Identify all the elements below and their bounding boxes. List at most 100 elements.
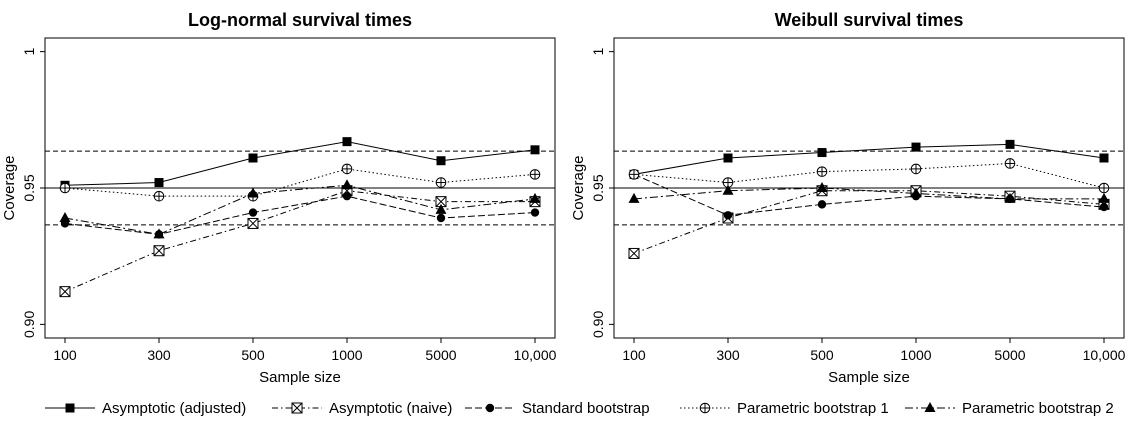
data-point [247, 187, 259, 198]
data-point [722, 177, 734, 188]
x-tick-label: 1000 [331, 347, 362, 363]
marker-square-cross-b [628, 248, 640, 259]
marker-filled-circle [817, 200, 827, 209]
marker-filled-circle [1099, 202, 1109, 212]
marker-filled-circle [248, 208, 258, 217]
series-line [633, 143, 1105, 175]
legend-marker [291, 402, 303, 414]
data-point [248, 153, 258, 163]
legend-label: Parametric bootstrap 2 [962, 400, 1114, 417]
data-point [1099, 153, 1109, 163]
data-point [1004, 192, 1016, 203]
legend-label: Asymptotic (naive) [329, 400, 452, 417]
data-point [910, 163, 922, 175]
series-1 [629, 139, 1109, 179]
data-point [341, 163, 353, 175]
x-axis-label: Sample size [828, 369, 910, 386]
data-point [435, 177, 447, 188]
marker-filled-square [911, 142, 921, 152]
chart-title: Weibull survival times [775, 10, 964, 30]
y-axis-label: Coverage [1, 155, 18, 220]
marker-filled-circle [436, 213, 446, 223]
series-4 [628, 158, 1110, 194]
marker-square-cross-b [59, 286, 71, 297]
series-1 [60, 137, 540, 190]
data-point [59, 182, 71, 194]
marker-filled-square [154, 178, 164, 188]
data-point [435, 196, 447, 208]
data-point [435, 203, 447, 214]
marker-filled-square [1099, 153, 1109, 163]
marker-filled-circle [342, 191, 352, 201]
data-point [247, 217, 259, 229]
series-line [64, 184, 536, 235]
data-point [248, 208, 258, 217]
data-point [911, 142, 921, 152]
data-point [816, 166, 828, 177]
marker-filled-triangle [1098, 192, 1110, 203]
data-point [816, 182, 828, 192]
marker-filled-triangle [910, 187, 922, 198]
legend-entry-5: Parametric bootstrap 2 [905, 400, 1114, 417]
y-tick-label: 0.90 [21, 311, 37, 338]
series-5 [628, 182, 1110, 203]
legend-marker [699, 402, 711, 414]
marker-filled-triangle [924, 402, 936, 412]
chart-panel-1: Log-normal survival times 0.90 0.95 1 100 300… [1, 10, 557, 386]
series-line [64, 141, 536, 186]
series-line [633, 173, 1105, 216]
series-3 [60, 191, 540, 239]
legend-label: Parametric bootstrap 1 [737, 400, 889, 417]
x-tick-label: 5000 [425, 347, 456, 363]
data-point [1098, 192, 1110, 203]
data-point [530, 208, 540, 217]
data-point [436, 156, 446, 166]
marker-filled-square [248, 153, 258, 163]
data-point [153, 228, 165, 239]
series-2 [628, 185, 1110, 259]
marker-filled-triangle [247, 187, 259, 198]
marker-filled-triangle [628, 192, 640, 203]
x-tick-label: 500 [241, 347, 265, 363]
x-tick-label: 300 [147, 347, 171, 363]
marker-filled-square [817, 148, 827, 158]
y-tick-label: 0.95 [590, 174, 606, 201]
series-3 [629, 170, 1109, 220]
chart-title: Log-normal survival times [188, 10, 412, 30]
legend-marker [485, 403, 495, 413]
series-5 [59, 179, 541, 239]
legend-entry-4: Parametric bootstrap 1 [680, 400, 889, 417]
data-point [1099, 202, 1109, 212]
data-point [529, 169, 541, 180]
data-point [529, 192, 541, 203]
x-tick-label: 10,000 [1083, 347, 1126, 363]
marker-filled-triangle [435, 203, 447, 214]
marker-filled-triangle [816, 182, 828, 192]
series-4 [59, 163, 541, 202]
data-point [153, 245, 165, 257]
data-point [628, 247, 640, 259]
series-line [64, 195, 536, 235]
legend-entry-1: Asymptotic (adjusted) [45, 400, 246, 417]
x-tick-label: 100 [53, 347, 77, 363]
data-point [1098, 182, 1110, 194]
x-tick-label: 5000 [994, 347, 1025, 363]
series-line [633, 187, 1104, 200]
data-point [1004, 158, 1016, 169]
marker-filled-square [342, 137, 352, 147]
marker-filled-triangle [529, 192, 541, 203]
data-point [817, 148, 827, 158]
y-tick-label: 1 [590, 48, 606, 56]
marker-filled-square [1005, 139, 1015, 149]
series-line [633, 162, 1105, 189]
data-point [628, 169, 640, 180]
marker-filled-circle [723, 211, 733, 220]
marker-filled-circle [530, 208, 540, 217]
data-point [342, 191, 352, 201]
x-tick-label: 1000 [900, 347, 931, 363]
x-tick-label: 300 [716, 347, 740, 363]
series-line [64, 190, 535, 293]
legend-entry-2: Asymptotic (naive) [272, 400, 452, 417]
